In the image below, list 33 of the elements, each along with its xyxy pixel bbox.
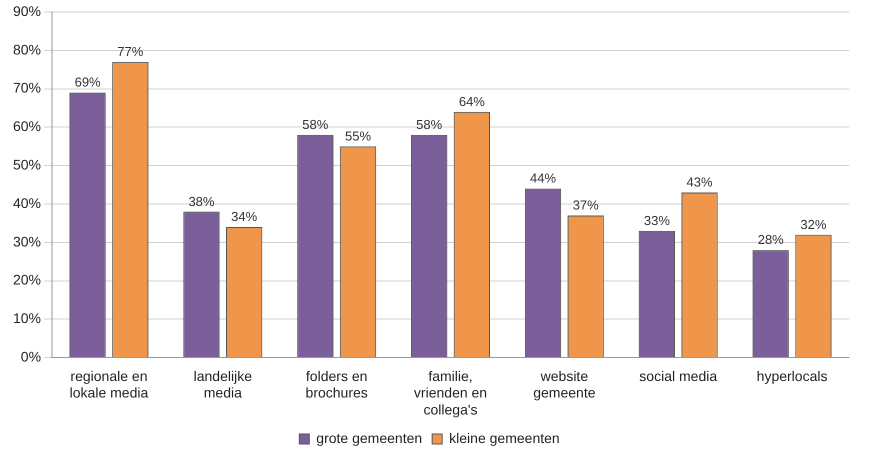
x-tick-label: social media xyxy=(639,368,718,384)
y-tick-label: 50% xyxy=(12,156,42,172)
data-label: 43% xyxy=(686,174,714,190)
legend-label: kleine gemeenten xyxy=(449,430,560,446)
x-tick-label: folders en brochures xyxy=(306,368,368,401)
data-label: 44% xyxy=(530,170,556,186)
y-tick-label: 60% xyxy=(12,118,42,134)
data-label: 64% xyxy=(458,94,486,109)
y-tick-label: 0% xyxy=(20,348,42,364)
data-label: 55% xyxy=(344,128,372,144)
y-tick-label: 90% xyxy=(12,2,42,19)
x-tick-label: landelijke media xyxy=(194,368,252,401)
data-label: 37% xyxy=(572,198,600,213)
x-tick-label: familie, vrienden en collega's xyxy=(414,368,488,418)
y-tick-label: 70% xyxy=(12,80,42,96)
legend-label: grote gemeenten xyxy=(316,430,422,446)
data-label: 58% xyxy=(416,116,443,132)
y-tick-label: 30% xyxy=(12,233,42,250)
data-label: 32% xyxy=(800,216,827,232)
x-tick-label: regionale en lokale media xyxy=(70,368,148,401)
y-tick-label: 80% xyxy=(12,41,42,58)
data-label: 38% xyxy=(188,194,215,209)
y-tick-label: 10% xyxy=(12,310,42,326)
data-label: 28% xyxy=(758,232,784,248)
x-tick-label: hyperlocals xyxy=(756,368,828,384)
data-label: 58% xyxy=(302,116,329,132)
y-tick-label: 20% xyxy=(12,272,42,288)
data-label: 34% xyxy=(231,209,258,224)
data-label: 77% xyxy=(117,44,144,59)
data-label: 69% xyxy=(74,74,102,90)
x-tick-label: website gemeente xyxy=(533,368,596,401)
data-label: 33% xyxy=(644,212,670,228)
y-tick-label: 40% xyxy=(12,194,42,211)
